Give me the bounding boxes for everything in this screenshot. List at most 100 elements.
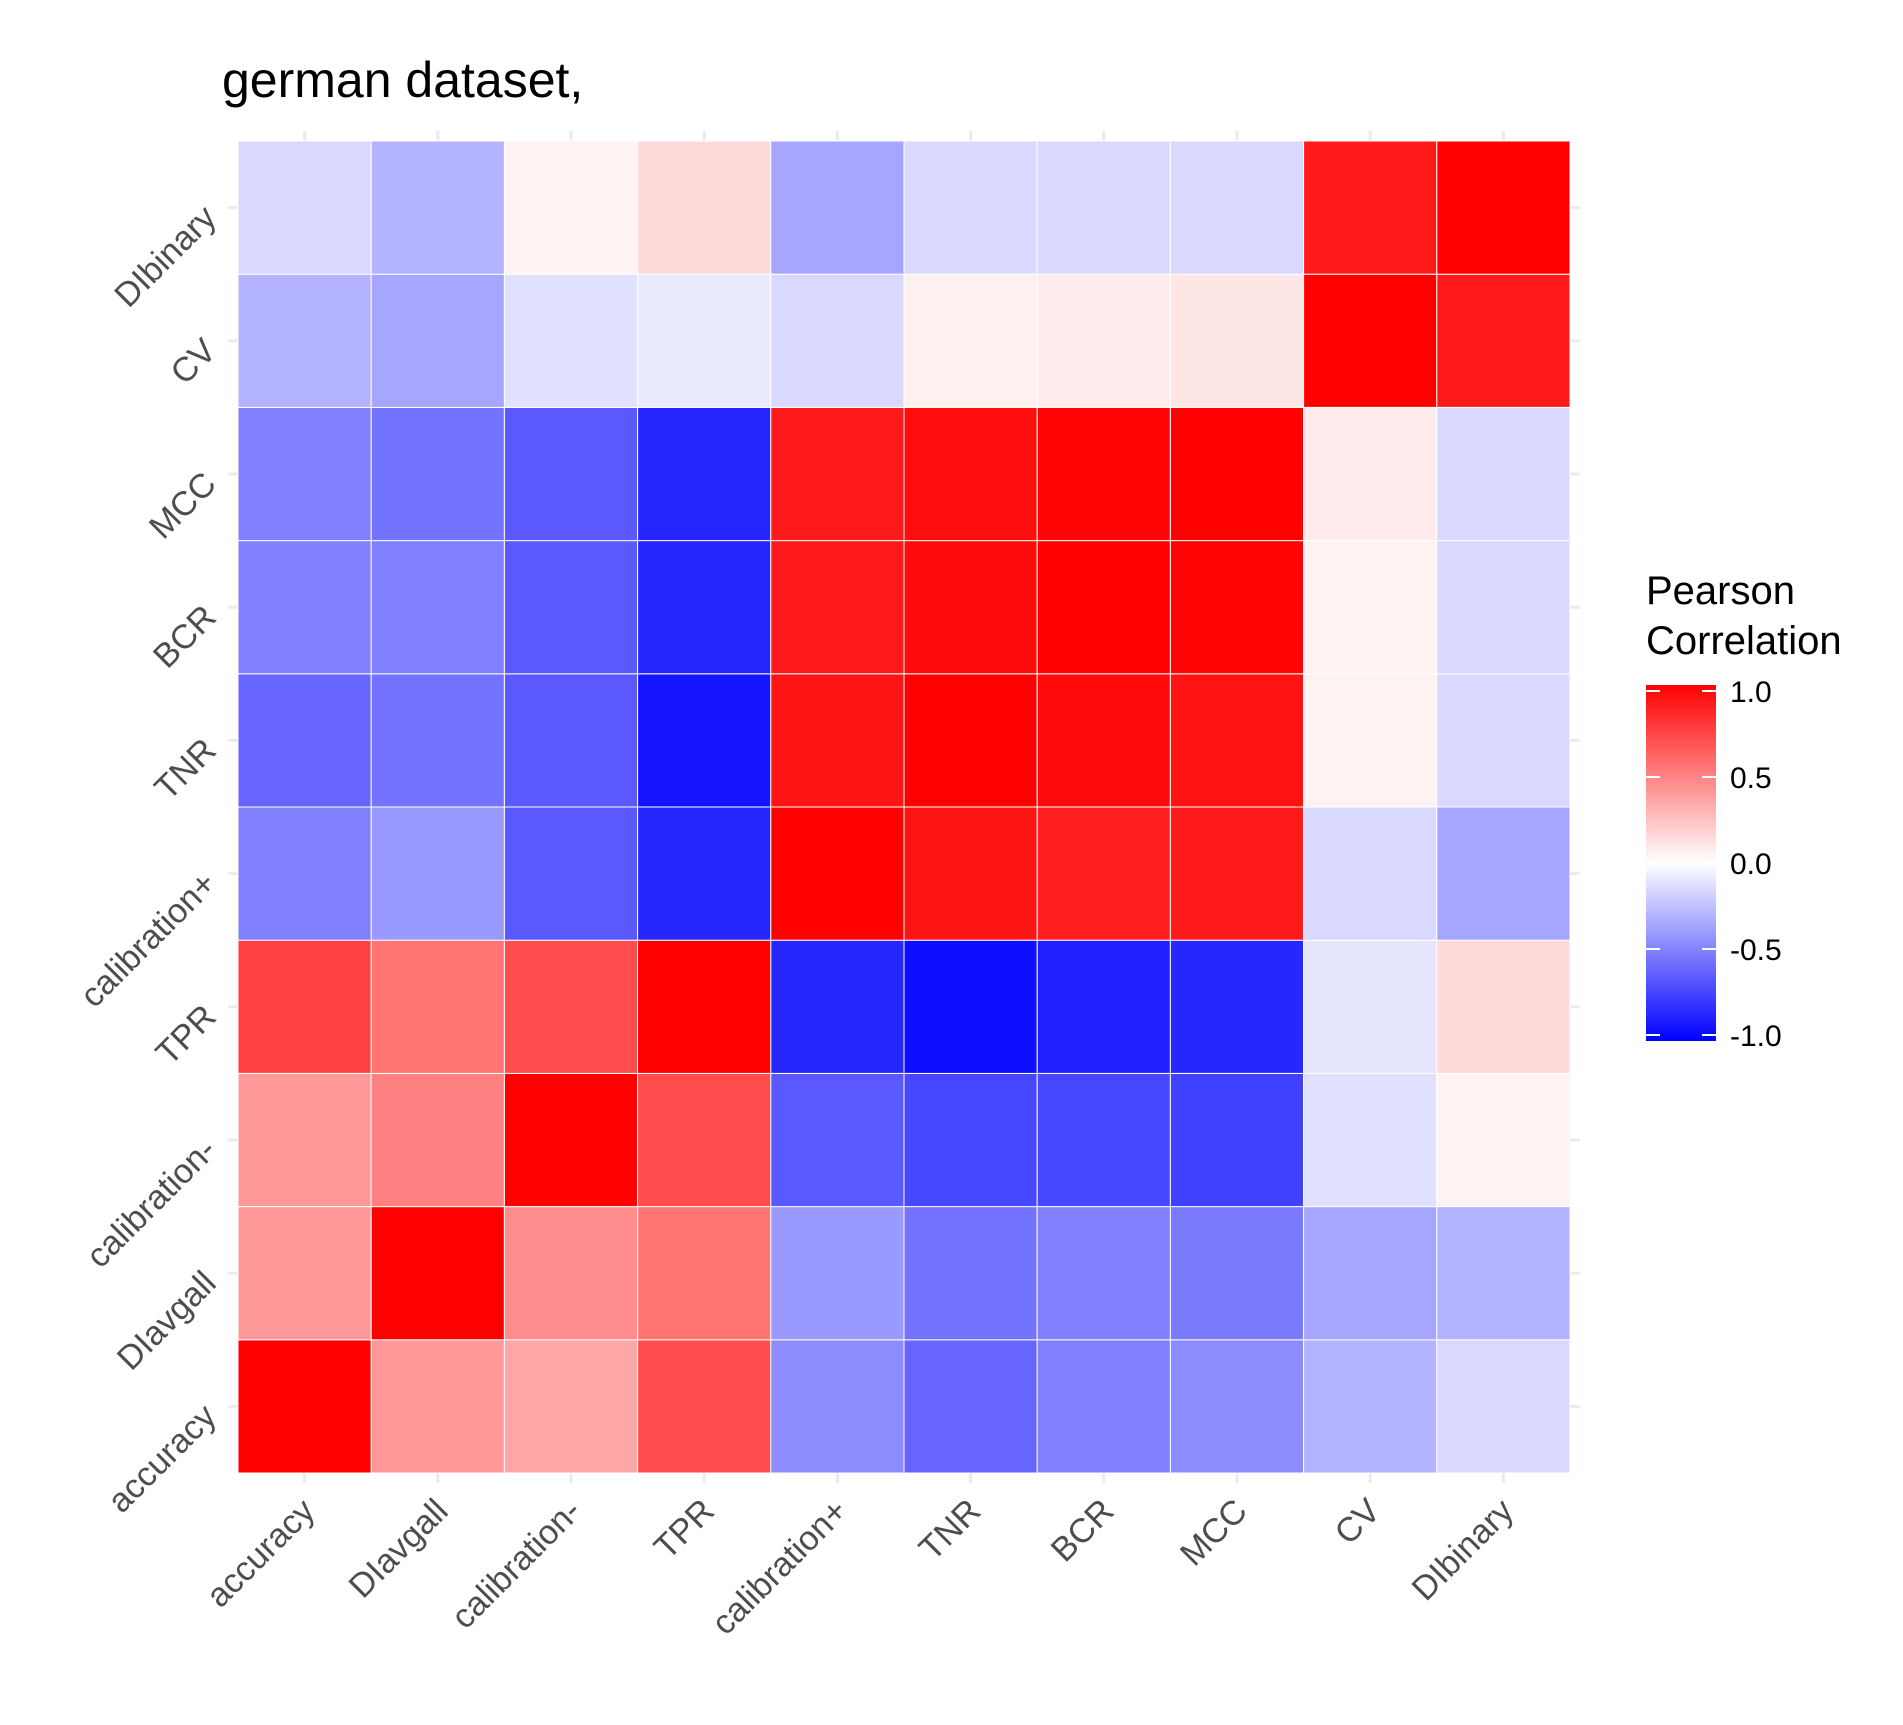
y-tick-label: accuracy — [101, 1397, 224, 1520]
heatmap-cell — [903, 540, 1038, 675]
heatmap-cell — [503, 806, 639, 941]
heatmap-cell — [370, 939, 505, 1074]
y-tick-label: DIbinary — [107, 198, 223, 314]
x-tick-label: BCR — [1044, 1492, 1122, 1570]
heatmap-cell — [503, 673, 639, 808]
heatmap-cell — [237, 1339, 372, 1474]
y-tick-label: MCC — [142, 465, 224, 547]
heatmap-cell — [1436, 1339, 1571, 1474]
heatmap-cell — [370, 140, 505, 275]
heatmap-cell — [1036, 939, 1171, 1074]
y-tick-label: DIavgall — [110, 1264, 224, 1378]
heatmap-cell — [1303, 806, 1438, 941]
heatmap-cell — [1036, 1072, 1171, 1208]
heatmap-cell — [1303, 1206, 1438, 1341]
heatmap-cell — [1169, 406, 1305, 542]
heatmap-cell — [637, 540, 772, 675]
heatmap-cell — [237, 273, 372, 408]
heatmap-cell — [370, 1206, 505, 1341]
heatmap-cell — [503, 1339, 639, 1474]
heatmap-cell — [770, 140, 905, 275]
x-tick-label: DIavgall — [342, 1492, 456, 1606]
heatmap-cell — [1436, 140, 1571, 275]
y-tick-label: TNR — [147, 731, 223, 807]
heatmap-cell — [1303, 140, 1438, 275]
heatmap-cell — [1303, 673, 1438, 808]
heatmap-cell — [637, 1206, 772, 1341]
heatmap-cell — [503, 939, 639, 1074]
heatmap-cell — [1036, 1206, 1171, 1341]
x-tick-label: calibration+ — [705, 1492, 856, 1643]
heatmap-cell — [503, 1072, 639, 1208]
legend: Pearson Correlation 1.0 0.5 0.0 -0.5 -1.0 — [1646, 569, 1842, 1053]
heatmap-cell — [370, 1072, 505, 1208]
heatmap-cell — [770, 406, 905, 542]
heatmap-cell — [903, 406, 1038, 542]
x-tick-label: DIbinary — [1405, 1492, 1521, 1608]
heatmap-cell — [637, 406, 772, 542]
heatmap-cell — [237, 1206, 372, 1341]
heatmap-cell — [903, 939, 1038, 1074]
heatmap-cell — [370, 1339, 505, 1474]
heatmap-cell — [1436, 1072, 1571, 1208]
heatmap-cell — [637, 140, 772, 275]
heatmap-cell — [370, 673, 505, 808]
heatmap-cell — [770, 806, 905, 941]
heatmap-cell — [370, 406, 505, 542]
legend-title-line-1: Pearson — [1646, 569, 1795, 613]
heatmap-cell — [1036, 673, 1171, 808]
legend-tick-label: -1.0 — [1730, 1020, 1782, 1053]
heatmap-cell — [1169, 939, 1305, 1074]
y-tick-label: CV — [163, 331, 223, 391]
legend-title-line-2: Correlation — [1646, 619, 1842, 663]
chart-title: german dataset, — [222, 52, 583, 108]
heatmap-cell — [1169, 1072, 1305, 1208]
heatmap-cell — [1169, 273, 1305, 408]
heatmap-cell — [1436, 540, 1571, 675]
heatmap-cell — [770, 540, 905, 675]
x-tick-label: TNR — [912, 1492, 988, 1568]
heatmap-cell — [770, 1072, 905, 1208]
heatmap-cell — [1436, 806, 1571, 941]
heatmap-cell — [1169, 1339, 1305, 1474]
y-tick-label: BCR — [146, 598, 224, 676]
heatmap-cell — [770, 673, 905, 808]
heatmap-cell — [903, 1339, 1038, 1474]
heatmap-cell — [903, 673, 1038, 808]
heatmap-cell — [903, 1072, 1038, 1208]
heatmap-cell — [503, 540, 639, 675]
x-tick-label: CV — [1328, 1492, 1388, 1552]
heatmap-cell — [503, 273, 639, 408]
heatmap-cell — [1436, 673, 1571, 808]
y-tick-label: calibration- — [79, 1131, 223, 1275]
heatmap-cell — [1169, 1206, 1305, 1341]
heatmap-cell — [237, 806, 372, 941]
legend-tick-label: -0.5 — [1730, 934, 1782, 967]
heatmap-cell — [237, 406, 372, 542]
heatmap-cell — [1436, 939, 1571, 1074]
heatmap-cell — [237, 140, 372, 275]
heatmap-cell — [903, 1206, 1038, 1341]
legend-ticks: 1.0 0.5 0.0 -0.5 -1.0 — [1646, 676, 1782, 1053]
x-tick-label: MCC — [1173, 1492, 1255, 1574]
heatmap-cell — [637, 273, 772, 408]
heatmap-cell — [370, 273, 505, 408]
heatmap-cell — [1303, 939, 1438, 1074]
heatmap-cell — [1436, 406, 1571, 542]
heatmap-cell — [1303, 540, 1438, 675]
heatmap-cell — [1303, 406, 1438, 542]
heatmap-cell — [370, 540, 505, 675]
heatmap-cell — [1036, 1339, 1171, 1474]
heatmap-cell — [237, 1072, 372, 1208]
heatmap-cell — [1169, 673, 1305, 808]
y-tick-label: TPR — [149, 998, 224, 1073]
heatmap-cell — [1036, 140, 1171, 275]
heatmap-cell — [903, 140, 1038, 275]
heatmap-cell — [770, 1206, 905, 1341]
heatmap-cell — [1036, 540, 1171, 675]
heatmap-cell — [1036, 806, 1171, 941]
heatmap-cell — [1169, 806, 1305, 941]
y-tick-label: calibration+ — [73, 864, 224, 1015]
